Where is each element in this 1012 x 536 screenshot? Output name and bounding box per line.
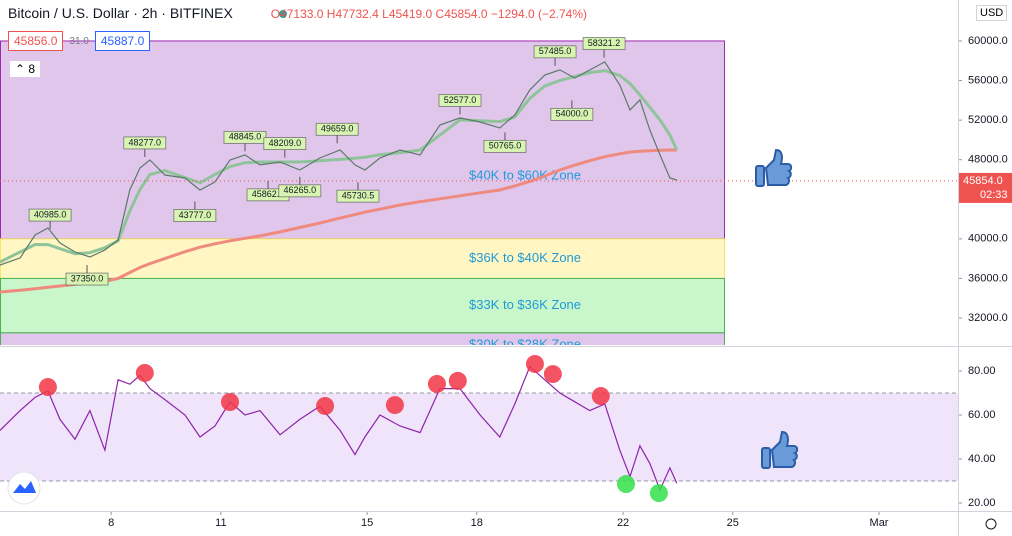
- x-tick-label: 15: [361, 517, 373, 529]
- annotation-label: 48277.0: [129, 137, 162, 147]
- x-tick-label: 11: [215, 517, 226, 529]
- rsi-marker: [591, 387, 610, 406]
- x-tick-label: 22: [617, 517, 629, 529]
- indicator-count: 8: [28, 62, 36, 76]
- annotation-box: [263, 137, 307, 150]
- y-tick-label: 48000.0: [968, 154, 1008, 166]
- thumbs-up-icon: [755, 148, 793, 187]
- annotation-label: 45862.0: [252, 189, 285, 199]
- annotation-label: 45730.5: [342, 191, 375, 201]
- annotation-box: [550, 107, 594, 121]
- currency[interactable]: USD: [976, 5, 1008, 21]
- rsi-marker: [649, 484, 668, 503]
- countdown: 02:33: [980, 189, 1008, 201]
- rsi-marker: [220, 393, 239, 411]
- series-line: [0, 61, 677, 266]
- zone: [0, 238, 725, 279]
- annotation-box: [123, 136, 167, 150]
- annotation-box: [278, 184, 322, 198]
- y-tick-label: 80.00: [968, 365, 996, 377]
- series-line: [0, 148, 677, 294]
- rsi-marker: [38, 378, 57, 397]
- zone-label: $40K to $60K Zone: [469, 167, 581, 182]
- annotation-label: 48845.0: [229, 132, 262, 142]
- rsi-marker: [427, 374, 446, 393]
- sell-button[interactable]: 45856.0: [8, 31, 64, 51]
- y-tick-label: 56000.0: [968, 74, 1008, 86]
- status-dot: [279, 10, 287, 18]
- rsi-marker: [543, 365, 562, 384]
- header: Bitcoin / U.S. Dollar · 2h · BITFINEX O4…: [8, 5, 587, 21]
- rsi-marker: [448, 371, 467, 390]
- annotation-box: [582, 37, 626, 50]
- y-tick-label: 32000.0: [968, 312, 1008, 324]
- annotation-label: 40985.0: [34, 209, 67, 219]
- annotation-box: [28, 208, 72, 222]
- zone-label: $30K to $28K Zone: [469, 337, 581, 352]
- annotation-box: [65, 272, 109, 286]
- rsi-marker: [385, 396, 404, 415]
- indicator-toggle[interactable]: ⌃ 8: [10, 61, 41, 77]
- thumbs-up-icon: [761, 430, 799, 469]
- x-tick-label: Mar: [870, 517, 889, 529]
- x-tick-label: 18: [471, 517, 483, 529]
- series-line: [0, 365, 678, 492]
- rsi-marker: [135, 363, 154, 382]
- y-tick-label: 40000.0: [968, 233, 1008, 245]
- annotation-label: 54000.0: [556, 109, 589, 119]
- annotation-box: [336, 189, 380, 203]
- y-tick-label: 60000.0: [968, 35, 1008, 47]
- settings-icon[interactable]: [985, 518, 997, 530]
- annotation-label: 57485.0: [539, 46, 572, 56]
- rsi-marker: [316, 396, 335, 415]
- rsi-marker: [616, 475, 635, 494]
- annotation-box: [315, 122, 359, 136]
- zone-label: $36K to $40K Zone: [469, 250, 581, 265]
- y-tick-label: 52000.0: [968, 114, 1008, 126]
- x-tick-label: 25: [727, 517, 739, 529]
- annotation-box: [533, 45, 577, 59]
- annotation-label: 37350.0: [71, 273, 104, 283]
- annotation-label: 43777.0: [179, 210, 212, 220]
- zone-label: $33K to $36K Zone: [469, 297, 581, 312]
- annotation-label: 46265.0: [284, 185, 317, 195]
- buy-button[interactable]: 45887.0: [94, 31, 151, 51]
- annotation-label: 50765.0: [489, 141, 522, 151]
- y-tick-label: 40.00: [968, 453, 996, 465]
- ohlc: O47133.0 H47732.4 L45419.0 C45854.0 −129…: [270, 7, 587, 21]
- y-tick-label: 36000.0: [968, 272, 1008, 284]
- annotation-box: [438, 94, 482, 107]
- annotation-box: [483, 139, 527, 153]
- rsi-marker: [525, 354, 544, 373]
- zone: [0, 40, 725, 240]
- annotation-label: 58321.2: [588, 38, 621, 48]
- y-tick-label: 20.00: [968, 497, 996, 509]
- annotation-label: 49659.0: [321, 124, 354, 134]
- rsi-band: [0, 392, 958, 481]
- symbol: Bitcoin / U.S. Dollar · 2h · BITFINEX: [8, 5, 233, 21]
- x-tick-label: 8: [108, 517, 114, 529]
- last-price-label: 45854.0: [963, 175, 1003, 187]
- trade-buttons: 45856.0 31.0 45887.0: [8, 31, 151, 51]
- y-tick-label: 60.00: [968, 409, 996, 421]
- zone: [0, 332, 725, 345]
- spread: 31.0: [69, 35, 89, 47]
- annotation-label: 52577.0: [444, 95, 477, 105]
- annotation-label: 48209.0: [269, 138, 302, 148]
- annotation-box: [173, 209, 217, 222]
- zone: [0, 277, 725, 334]
- logo[interactable]: [7, 471, 41, 505]
- last-price-badge: [958, 172, 1012, 203]
